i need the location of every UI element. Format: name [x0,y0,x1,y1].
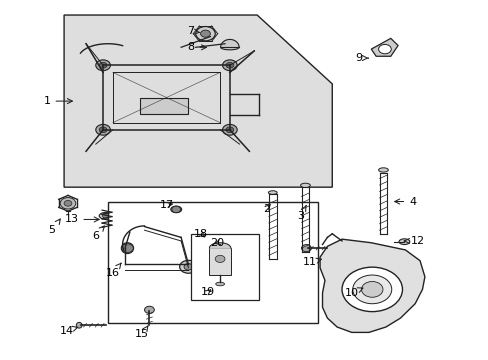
Polygon shape [220,40,239,47]
Circle shape [96,125,110,135]
Text: 4: 4 [394,197,415,207]
Circle shape [378,44,390,54]
Circle shape [301,244,311,252]
Text: 9: 9 [355,53,367,63]
Circle shape [361,282,382,297]
Ellipse shape [398,239,409,244]
Text: 16: 16 [105,263,121,278]
Text: 17: 17 [159,200,173,210]
Ellipse shape [300,183,310,188]
Ellipse shape [99,212,115,220]
Ellipse shape [215,282,224,286]
Text: 13: 13 [64,215,99,224]
Text: 11: 11 [303,257,321,267]
Text: 8: 8 [187,42,206,52]
Circle shape [341,267,402,312]
Circle shape [352,275,391,304]
Text: 14: 14 [60,325,78,336]
Ellipse shape [121,243,133,253]
Polygon shape [370,39,397,56]
Circle shape [195,27,215,41]
Bar [108,202,317,323]
Circle shape [215,255,224,262]
Circle shape [102,213,111,219]
Text: 15: 15 [135,326,149,339]
Circle shape [122,244,133,252]
Circle shape [171,206,180,213]
Circle shape [96,60,110,71]
Text: 20: 20 [210,238,224,248]
Circle shape [200,30,210,37]
Ellipse shape [76,322,82,328]
Circle shape [144,306,154,314]
Ellipse shape [170,206,181,213]
Text: 1: 1 [43,96,72,106]
Circle shape [60,198,76,209]
Circle shape [225,62,233,68]
Polygon shape [64,15,331,187]
Bar [190,234,259,300]
Bar [140,98,188,114]
Circle shape [99,127,107,133]
Polygon shape [320,239,424,332]
Ellipse shape [268,191,277,194]
Text: 6: 6 [92,226,104,240]
Circle shape [222,125,237,135]
Ellipse shape [378,168,387,172]
Ellipse shape [220,45,239,50]
Circle shape [179,260,197,273]
Text: 2: 2 [263,204,269,214]
Circle shape [183,264,192,270]
Text: 3: 3 [297,206,305,221]
Text: 5: 5 [48,219,60,235]
Text: 10: 10 [344,288,362,298]
Polygon shape [209,243,230,248]
Circle shape [222,60,237,71]
Circle shape [64,201,72,206]
Text: 7: 7 [187,26,200,36]
Circle shape [225,127,233,133]
Bar [209,248,230,275]
Circle shape [99,62,107,68]
Text: 19: 19 [201,287,215,297]
Text: 12: 12 [404,236,424,246]
Text: 18: 18 [193,229,207,239]
